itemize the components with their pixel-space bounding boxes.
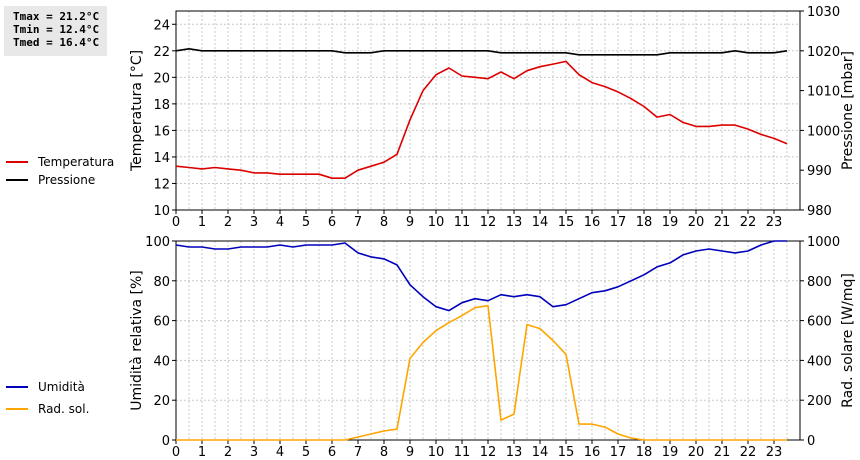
x-tick-label: 5 xyxy=(302,445,310,460)
y2-tick-label: 0 xyxy=(807,434,815,449)
y-tick-label: 22 xyxy=(153,45,170,60)
x-tick-label: 5 xyxy=(302,215,310,230)
y-axis-label: Umidità relativa [%] xyxy=(129,270,145,411)
y2-tick-label: 980 xyxy=(807,204,832,219)
x-tick-label: 17 xyxy=(610,215,627,230)
x-tick-label: 22 xyxy=(740,215,757,230)
y-tick-label: 0 xyxy=(162,434,170,449)
y2-axis-label: Rad. solare [W/mq] xyxy=(840,273,856,408)
x-tick-label: 9 xyxy=(406,215,414,230)
legend-label-umidita: Umidità xyxy=(38,380,85,394)
x-tick-label: 2 xyxy=(224,215,232,230)
x-tick-label: 3 xyxy=(250,215,258,230)
series-line-pressione xyxy=(175,47,788,56)
x-tick-label: 20 xyxy=(688,445,705,460)
y2-tick-label: 200 xyxy=(807,394,832,409)
x-tick-label: 4 xyxy=(276,215,284,230)
x-tick-label: 22 xyxy=(740,445,757,460)
y2-tick-label: 1030 xyxy=(807,5,840,20)
y-tick-label: 80 xyxy=(153,275,170,290)
x-tick-label: 8 xyxy=(380,215,388,230)
x-tick-label: 12 xyxy=(480,215,497,230)
tmax-stat: Tmax = 21.2°C xyxy=(13,10,100,23)
legend-label-pressione: Pressione xyxy=(38,173,95,187)
x-tick-label: 1 xyxy=(198,215,206,230)
x-tick-label: 9 xyxy=(406,445,414,460)
x-tick-label: 11 xyxy=(454,445,471,460)
x-tick-label: 16 xyxy=(584,215,601,230)
temperature-stats-box: Tmax = 21.2°C Tmin = 12.4°C Tmed = 16.4°… xyxy=(4,6,107,56)
x-tick-label: 3 xyxy=(250,445,258,460)
x-tick-label: 18 xyxy=(636,215,653,230)
y-tick-label: 20 xyxy=(153,71,170,86)
x-tick-label: 19 xyxy=(662,445,679,460)
x-tick-label: 18 xyxy=(636,445,653,460)
x-tick-label: 6 xyxy=(328,215,336,230)
legend-label-temperatura: Temperatura xyxy=(37,155,114,169)
temperature-pressure-chart: 0 1 2 3 4 5 6 7 8 9 10 11 12 13 14 15 16 17 18 19 20 21 22 2310… xyxy=(6,5,856,230)
x-tick-label: 13 xyxy=(506,445,523,460)
x-tick-label: 16 xyxy=(584,445,601,460)
x-tick-label: 21 xyxy=(714,445,731,460)
y2-axis-label: Pressione [mbar] xyxy=(840,51,856,170)
y-tick-label: 60 xyxy=(153,315,170,330)
y-tick-label: 20 xyxy=(153,394,170,409)
y2-tick-label: 800 xyxy=(807,275,832,290)
x-tick-label: 0 xyxy=(172,215,180,230)
series-line-temperatura xyxy=(175,60,788,179)
y2-tick-label: 400 xyxy=(807,354,832,369)
series-line-umidita xyxy=(175,240,787,312)
y-tick-label: 18 xyxy=(153,98,170,113)
y2-tick-label: 600 xyxy=(807,315,832,330)
x-tick-label: 15 xyxy=(558,445,575,460)
x-tick-label: 7 xyxy=(354,215,362,230)
series-line-rad-sol xyxy=(176,304,787,441)
y2-tick-label: 1000 xyxy=(807,124,840,139)
x-tick-label: 4 xyxy=(276,445,284,460)
y2-tick-label: 1000 xyxy=(807,235,840,250)
x-tick-label: 20 xyxy=(688,215,705,230)
y-axis-label: Temperatura [°C] xyxy=(129,50,145,172)
x-tick-label: 8 xyxy=(380,445,388,460)
x-tick-label: 1 xyxy=(198,445,206,460)
x-tick-label: 10 xyxy=(428,445,445,460)
x-tick-label: 6 xyxy=(328,445,336,460)
y2-tick-label: 1020 xyxy=(807,45,840,60)
tmed-stat: Tmed = 16.4°C xyxy=(13,36,100,49)
y-tick-label: 24 xyxy=(153,18,170,33)
tmin-stat: Tmin = 12.4°C xyxy=(13,23,100,36)
y2-tick-label: 990 xyxy=(807,164,832,179)
y-tick-label: 12 xyxy=(153,177,170,192)
y-tick-label: 14 xyxy=(153,151,170,166)
y-tick-label: 16 xyxy=(153,124,170,139)
x-tick-label: 14 xyxy=(532,445,549,460)
y-tick-label: 100 xyxy=(145,235,170,250)
humidity-radiation-chart: 0 1 2 3 4 5 6 7 8 9 10 11 12 13 14 15 16 17 18 19 20 21 22 2302… xyxy=(6,235,856,460)
x-tick-label: 12 xyxy=(480,445,497,460)
x-tick-label: 0 xyxy=(172,445,180,460)
y-tick-label: 40 xyxy=(153,354,170,369)
x-tick-label: 19 xyxy=(662,215,679,230)
x-tick-label: 21 xyxy=(714,215,731,230)
y-tick-label: 10 xyxy=(153,204,170,219)
x-tick-label: 13 xyxy=(506,215,523,230)
x-tick-label: 23 xyxy=(766,215,783,230)
x-tick-label: 10 xyxy=(428,215,445,230)
x-tick-label: 11 xyxy=(454,215,471,230)
x-tick-label: 17 xyxy=(610,445,627,460)
y2-tick-label: 1010 xyxy=(807,85,840,100)
x-tick-label: 15 xyxy=(558,215,575,230)
x-tick-label: 7 xyxy=(354,445,362,460)
legend-label-rad-sol: Rad. sol. xyxy=(38,402,89,416)
x-tick-label: 14 xyxy=(532,215,549,230)
x-tick-label: 23 xyxy=(766,445,783,460)
x-tick-label: 2 xyxy=(224,445,232,460)
